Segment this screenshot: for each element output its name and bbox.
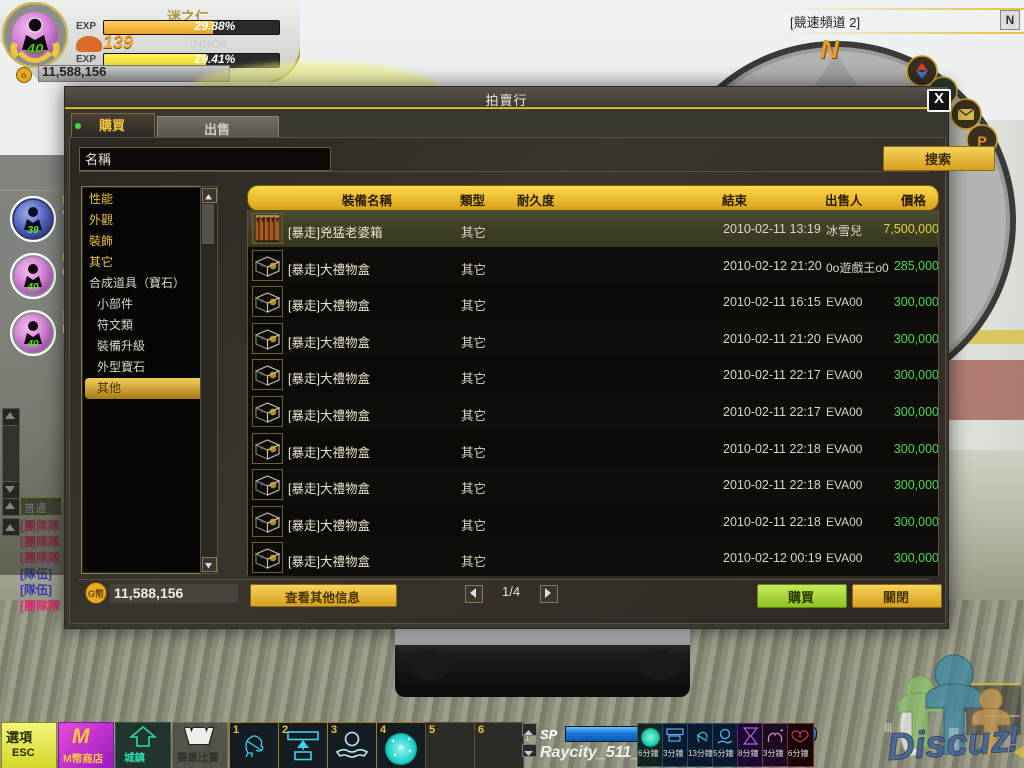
svg-text:G幣: G幣 <box>88 588 104 599</box>
svg-text:Discuz: Discuz <box>886 719 1011 768</box>
svg-text:40: 40 <box>26 339 39 350</box>
svg-text:40: 40 <box>26 41 44 58</box>
svg-text:39: 39 <box>27 225 39 236</box>
svg-text:40: 40 <box>26 282 39 293</box>
svg-text:G: G <box>21 73 27 80</box>
